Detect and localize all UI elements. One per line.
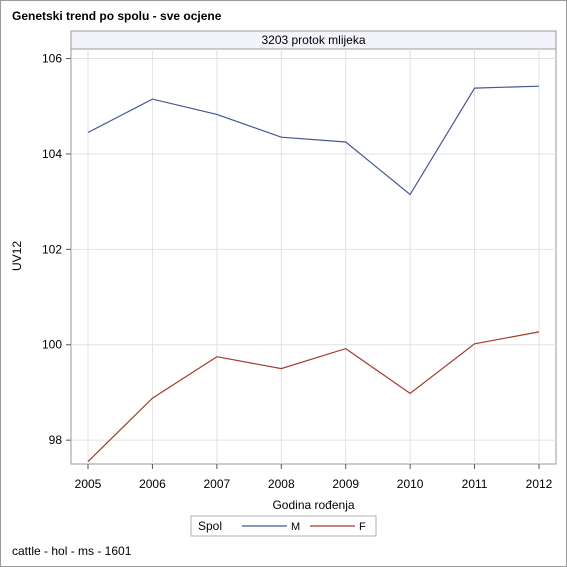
chart-title: Genetski trend po spolu - sve ocjene (12, 9, 222, 23)
y-tick-label: 102 (42, 242, 62, 256)
x-tick-label: 2005 (75, 477, 102, 491)
y-tick-label: 100 (42, 338, 62, 352)
x-tick-label: 2008 (268, 477, 295, 491)
x-tick-label: 2012 (526, 477, 553, 491)
y-tick-label: 104 (42, 147, 62, 161)
footnote: cattle - hol - ms - 1601 (12, 544, 132, 558)
x-tick-label: 2006 (139, 477, 166, 491)
grid-lines (71, 49, 556, 464)
legend: Spol M F (190, 515, 377, 537)
x-axis: 2005 2006 2007 2008 2009 2010 2011 2012 (75, 464, 553, 491)
y-tick-label: 98 (49, 433, 63, 447)
series-lines (87, 85, 540, 463)
legend-label-f: F (359, 521, 366, 533)
series-line-m (87, 85, 540, 196)
x-tick-label: 2007 (204, 477, 231, 491)
x-tick-label: 2011 (462, 477, 488, 491)
legend-title: Spol (198, 519, 222, 533)
y-axis-label: UV12 (10, 241, 24, 271)
x-tick-label: 2009 (332, 477, 359, 491)
x-axis-label: Godina rođenja (272, 498, 354, 512)
plot-area (70, 48, 557, 465)
y-axis: 98 100 102 104 106 (42, 52, 71, 447)
legend-label-m: M (291, 521, 300, 533)
x-tick-label: 2010 (397, 477, 424, 491)
y-tick-label: 106 (42, 52, 62, 66)
panel-title: 3203 protok mlijeka (261, 33, 365, 47)
series-line-f (87, 331, 540, 463)
